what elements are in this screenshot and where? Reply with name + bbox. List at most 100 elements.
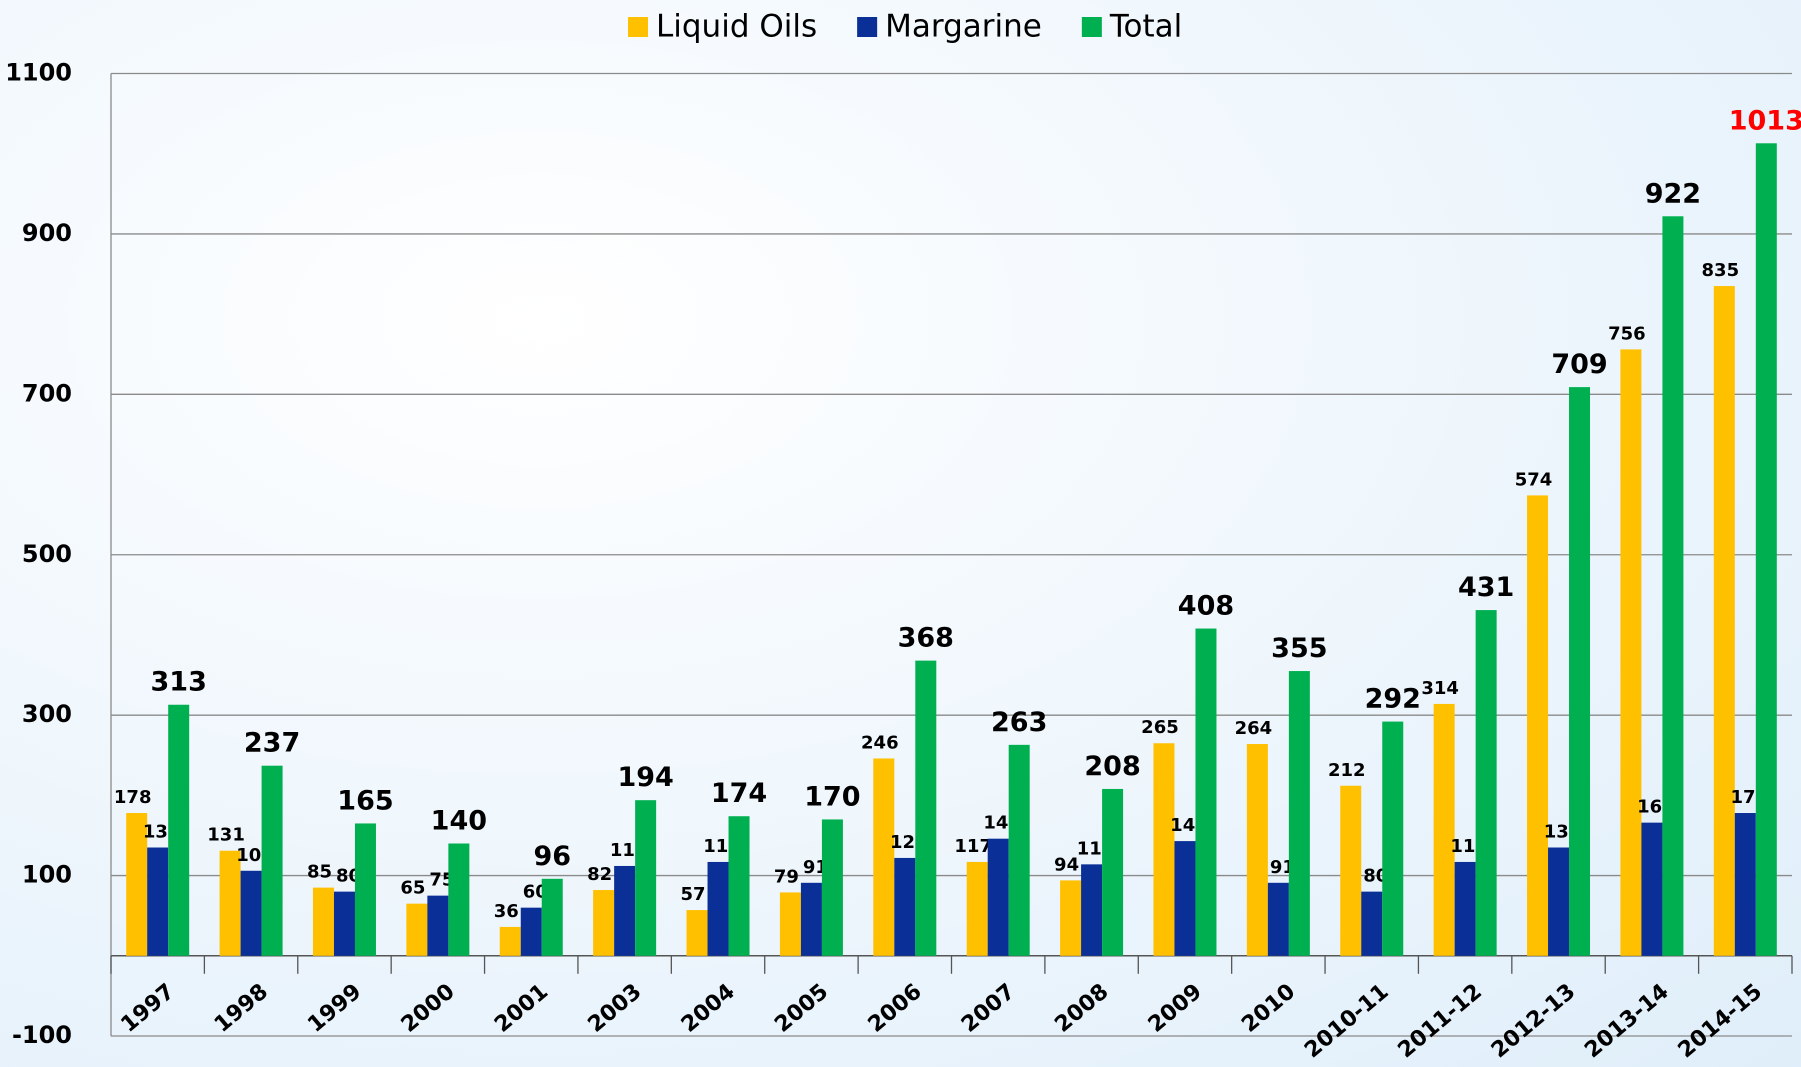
value-label: 1013 <box>1729 105 1801 136</box>
bar <box>1288 671 1310 956</box>
bar <box>1382 721 1404 956</box>
value-label: 431 <box>1458 572 1514 603</box>
bar <box>1153 743 1175 956</box>
legend: Liquid Oils Margarine Total <box>628 9 1182 45</box>
bar <box>147 847 169 956</box>
value-label: 91 <box>803 857 828 878</box>
legend-label: Liquid Oils <box>656 9 817 45</box>
value-label: 835 <box>1702 260 1740 281</box>
bar <box>1340 785 1362 956</box>
bar <box>1174 841 1196 956</box>
bar <box>1267 882 1289 956</box>
bar <box>1454 861 1476 956</box>
bar <box>1246 744 1268 956</box>
y-tick-label: 100 <box>22 861 72 889</box>
legend-swatch <box>1081 17 1102 37</box>
value-label: 140 <box>431 806 487 837</box>
value-label: 368 <box>898 623 954 654</box>
bar <box>427 895 449 956</box>
legend-swatch <box>628 17 648 37</box>
value-label: 237 <box>244 728 300 759</box>
bar <box>1195 628 1217 956</box>
value-label: 574 <box>1515 469 1553 490</box>
bar <box>728 816 750 956</box>
value-label: 212 <box>1328 760 1366 781</box>
value-label: 165 <box>337 785 393 816</box>
bar <box>1641 822 1663 956</box>
bar <box>333 891 355 956</box>
value-label: 194 <box>617 762 673 793</box>
bar <box>707 861 729 956</box>
bar <box>1433 703 1455 956</box>
y-tick-label: -100 <box>12 1021 72 1049</box>
value-label: 117 <box>954 836 992 857</box>
bar <box>821 819 843 956</box>
bar <box>1734 813 1756 956</box>
bar <box>261 765 283 956</box>
value-label: 36 <box>494 901 519 922</box>
bar <box>520 907 542 956</box>
bar <box>873 758 895 956</box>
y-tick-label: 500 <box>22 540 72 568</box>
y-tick-label: 900 <box>22 219 72 247</box>
value-label: 96 <box>533 841 571 872</box>
y-tick-label: 700 <box>22 379 72 407</box>
value-label: 264 <box>1235 718 1273 739</box>
value-label: 756 <box>1608 323 1646 344</box>
bar <box>1060 880 1082 956</box>
bar <box>779 892 801 956</box>
value-label: 57 <box>680 884 705 905</box>
value-label: 174 <box>711 778 767 809</box>
bar <box>1662 216 1684 956</box>
bar <box>635 800 657 956</box>
bar <box>966 861 988 956</box>
y-tick-label: 300 <box>22 700 72 728</box>
bar <box>686 910 708 956</box>
bar <box>406 903 428 956</box>
value-label: 60 <box>523 882 548 903</box>
value-label: 314 <box>1421 678 1459 699</box>
value-label: 79 <box>774 866 799 887</box>
value-label: 709 <box>1551 349 1607 380</box>
bar <box>1713 286 1735 956</box>
bar <box>354 823 376 956</box>
bar <box>1081 864 1103 956</box>
bar <box>800 882 822 956</box>
legend-label: Margarine <box>885 9 1042 45</box>
bar <box>448 843 470 956</box>
value-label: 80 <box>336 866 361 887</box>
bar <box>1548 847 1570 956</box>
value-label: 208 <box>1084 751 1140 782</box>
legend-swatch <box>857 17 878 37</box>
value-label: 263 <box>991 707 1047 738</box>
value-label: 265 <box>1141 717 1179 738</box>
value-label: 170 <box>804 781 860 812</box>
bar <box>1527 495 1549 956</box>
bar <box>240 870 262 956</box>
value-label: 131 <box>207 825 245 846</box>
bar <box>1102 788 1124 956</box>
value-label: 80 <box>1363 866 1388 887</box>
legend-label: Total <box>1109 9 1182 45</box>
bar <box>312 887 334 956</box>
value-label: 292 <box>1365 684 1421 715</box>
bar <box>915 660 937 956</box>
value-label: 313 <box>151 667 207 698</box>
bar <box>1475 610 1497 956</box>
value-label: 355 <box>1271 633 1327 664</box>
bar <box>541 878 563 956</box>
value-label: 82 <box>587 864 612 885</box>
bar <box>1755 143 1777 956</box>
bar <box>614 865 636 956</box>
value-label: 178 <box>114 787 152 808</box>
bar <box>168 704 190 956</box>
value-label: 246 <box>861 732 899 753</box>
bar <box>126 813 148 956</box>
value-label: 91 <box>1270 857 1295 878</box>
bar <box>987 838 1009 956</box>
y-tick-label: 1100 <box>5 59 72 87</box>
bar <box>219 850 241 956</box>
value-label: 922 <box>1645 178 1701 209</box>
value-label: 75 <box>429 870 454 891</box>
